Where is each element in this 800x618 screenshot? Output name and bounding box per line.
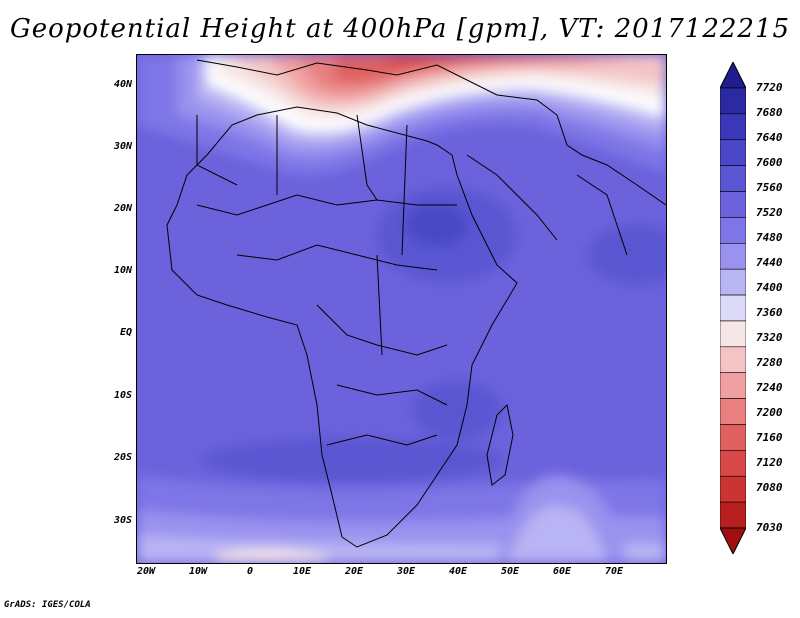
lon-label: 60E xyxy=(552,566,572,577)
colorbar-segment xyxy=(720,346,746,374)
colorbar-segment xyxy=(720,398,746,425)
colorbar-segment xyxy=(720,87,746,115)
colorbar-label: 7200 xyxy=(756,406,783,419)
lon-label: 0 xyxy=(246,566,254,577)
lon-label: 30E xyxy=(396,566,416,577)
lat-label: 10S xyxy=(113,390,132,401)
map-panel xyxy=(136,54,667,564)
lon-label: 50E xyxy=(500,566,520,577)
colorbar-label: 7440 xyxy=(756,256,783,269)
colorbar-segment xyxy=(720,475,746,503)
colorbar-label: 7520 xyxy=(756,206,783,219)
lat-label: 30N xyxy=(113,141,132,152)
colorbar-segment xyxy=(720,217,746,244)
colorbar-label: 7640 xyxy=(756,131,783,144)
colorbar-label: 7120 xyxy=(756,456,783,469)
plot-title: Geopotential Height at 400hPa [gpm], VT:… xyxy=(9,14,791,44)
lon-label: 20W xyxy=(136,566,156,577)
height-field xyxy=(137,55,666,563)
colorbar-label: 7240 xyxy=(756,381,783,394)
colorbar-segment xyxy=(720,191,746,218)
credit-text: GrADS: IGES/COLA xyxy=(4,600,91,610)
colorbar-segment xyxy=(720,242,746,270)
colorbar-segment xyxy=(720,294,746,322)
lon-label: 10W xyxy=(188,566,208,577)
colorbar-label: 7360 xyxy=(756,306,783,319)
colorbar-label: 7720 xyxy=(756,81,783,94)
lat-label: 30S xyxy=(113,515,132,526)
colorbar-label: 7080 xyxy=(756,481,783,494)
colorbar-label: 7600 xyxy=(756,156,783,169)
colorbar-label: 7560 xyxy=(756,181,783,194)
colorbar-segment xyxy=(720,450,746,477)
colorbar-segment xyxy=(720,320,746,348)
lon-label: 70E xyxy=(604,566,624,577)
colorbar-label: 7480 xyxy=(756,231,783,244)
colorbar-label: 7280 xyxy=(756,356,783,369)
lon-label: 10E xyxy=(292,566,312,577)
lat-label: 40N xyxy=(113,79,132,90)
lat-label: 20S xyxy=(113,452,132,463)
colorbar-segment xyxy=(720,424,746,451)
colorbar-segment xyxy=(720,165,746,192)
colorbar-segment xyxy=(720,268,746,296)
colorbar-label: 7400 xyxy=(756,281,783,294)
lat-label: 20N xyxy=(113,203,132,214)
colorbar-label: 7680 xyxy=(756,106,783,119)
colorbar xyxy=(720,62,746,554)
coastlines xyxy=(166,59,666,548)
colorbar-segment xyxy=(720,501,746,529)
colorbar-top-arrow xyxy=(720,62,746,89)
lat-label: EQ xyxy=(119,327,132,338)
lon-label: 40E xyxy=(448,566,468,577)
colorbar-segment xyxy=(720,139,746,166)
colorbar-bottom-arrow xyxy=(720,527,746,554)
colorbar-label: 7030 xyxy=(756,521,783,534)
lon-label: 20E xyxy=(344,566,364,577)
colorbar-segment xyxy=(720,113,746,141)
lat-label: 10N xyxy=(113,265,132,276)
colorbar-label: 7160 xyxy=(756,431,783,444)
colorbar-segment xyxy=(720,372,746,399)
colorbar-label: 7320 xyxy=(756,331,783,344)
